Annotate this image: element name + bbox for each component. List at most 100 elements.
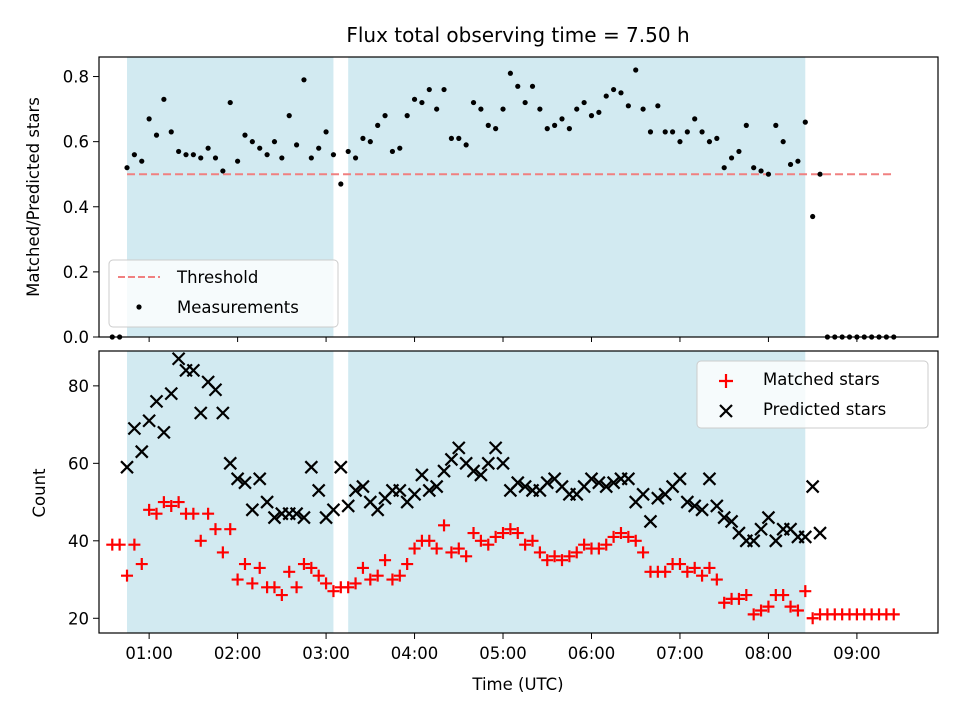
matched-star-point (710, 573, 723, 586)
matched-star-point (718, 596, 731, 609)
predicted-star-point (223, 456, 238, 471)
predicted-star-point (245, 503, 260, 517)
matched-legend-swatch (719, 374, 733, 388)
measurement-point (758, 168, 764, 174)
measurement-point (529, 83, 536, 89)
measurement-point (198, 155, 204, 161)
measurement-point (625, 103, 631, 109)
measurement-point (765, 171, 772, 177)
measurement-point (316, 145, 322, 151)
measurement-point (153, 132, 160, 138)
measurement-point (352, 155, 359, 161)
measurement-point (139, 158, 145, 164)
matched-star-point (430, 542, 443, 555)
matched-star-point (379, 554, 392, 567)
measurement-point (419, 99, 425, 106)
matched-star-point (194, 534, 207, 547)
matched-star-point (268, 581, 281, 594)
matched-star-point (371, 569, 384, 582)
predicted-star-point (702, 472, 717, 486)
matched-star-point (563, 550, 576, 563)
matched-star-point (143, 503, 156, 516)
predicted-star-point (216, 406, 230, 420)
predicted-star-point (651, 491, 665, 505)
chart-title: Flux total observing time = 7.50 h (346, 23, 689, 47)
matched-star-point (762, 600, 775, 613)
predicted-star-point (149, 394, 164, 409)
predicted-star-point (120, 460, 134, 474)
matched-star-point (364, 573, 377, 586)
matched-star-point (224, 523, 237, 536)
counts-y-axis-label: Count (30, 468, 49, 518)
count-y-tick-label: 20 (68, 609, 89, 628)
measurement-point (478, 106, 484, 112)
measurement-point (257, 145, 263, 151)
predicted-star-point (592, 475, 606, 490)
measurement-point (338, 181, 344, 187)
matched-star-point (555, 554, 568, 567)
predicted-star-point (252, 472, 267, 486)
matched-star-point (533, 546, 546, 559)
predicted-star-point (341, 499, 355, 513)
predicted-star-point (356, 479, 370, 494)
predicted-star-point (193, 406, 208, 420)
measurement-point (566, 126, 572, 132)
predicted-star-point (724, 514, 739, 529)
predicted-star-point (393, 483, 407, 498)
matched-star-point (320, 577, 333, 590)
matched-star-point (673, 558, 686, 571)
measurement-point (581, 99, 587, 106)
matched-star-point (467, 527, 480, 540)
predicted-star-point (606, 475, 621, 490)
measurement-point (168, 129, 174, 135)
x-tick-label: 01:00 (125, 644, 173, 663)
matched-star-point (305, 561, 318, 574)
ratio-legend: Threshold Measurements (108, 259, 339, 328)
measurement-point (308, 155, 314, 161)
matched-star-point (732, 592, 745, 605)
ratio-y-tick-label: 0.2 (63, 263, 89, 282)
predicted-star-point (334, 460, 348, 474)
ratio-y-tick-label: 0.0 (63, 328, 89, 347)
shaded-span-2 (348, 57, 806, 337)
measurement-point (323, 129, 329, 135)
threshold-legend-label: Threshold (176, 268, 258, 287)
matched-star-point (297, 558, 310, 571)
predicted-star-point (127, 421, 142, 436)
measurement-point (146, 116, 152, 122)
x-tick-label: 05:00 (479, 644, 527, 663)
predicted-star-point (636, 487, 650, 502)
predicted-star-point (326, 503, 341, 517)
matched-star-point (696, 569, 709, 582)
measurement-point (706, 139, 713, 145)
measurement-point (485, 122, 491, 128)
counts-legend-box (696, 360, 929, 429)
matched-star-point (526, 534, 539, 547)
measurement-point (470, 99, 477, 106)
matched-star-point (423, 534, 436, 547)
matched-star-point (607, 530, 620, 543)
measurement-point (692, 116, 698, 122)
matched-star-point (578, 538, 591, 551)
matched-star-point (703, 561, 716, 574)
measurement-point (728, 155, 735, 161)
measurement-point (264, 152, 270, 158)
predicted-star-point (805, 479, 820, 494)
measurement-point (190, 152, 196, 158)
predicted-star-point (171, 351, 186, 366)
matched-star-point (629, 534, 642, 547)
x-tick-label: 03:00 (302, 644, 350, 663)
measurement-point (537, 106, 543, 112)
count-y-tick-label: 80 (68, 377, 89, 396)
measurement-point (669, 129, 676, 135)
predicted-star-point (717, 510, 731, 525)
predicted-star-point (208, 382, 223, 397)
matched-star-point (408, 542, 421, 555)
matched-star-point (777, 589, 790, 602)
x-axis-label: Time (UTC) (471, 675, 563, 694)
matched-star-point (570, 546, 583, 559)
matched-star-point (157, 496, 170, 509)
measurement-point (242, 132, 248, 138)
measurement-point (507, 70, 513, 76)
